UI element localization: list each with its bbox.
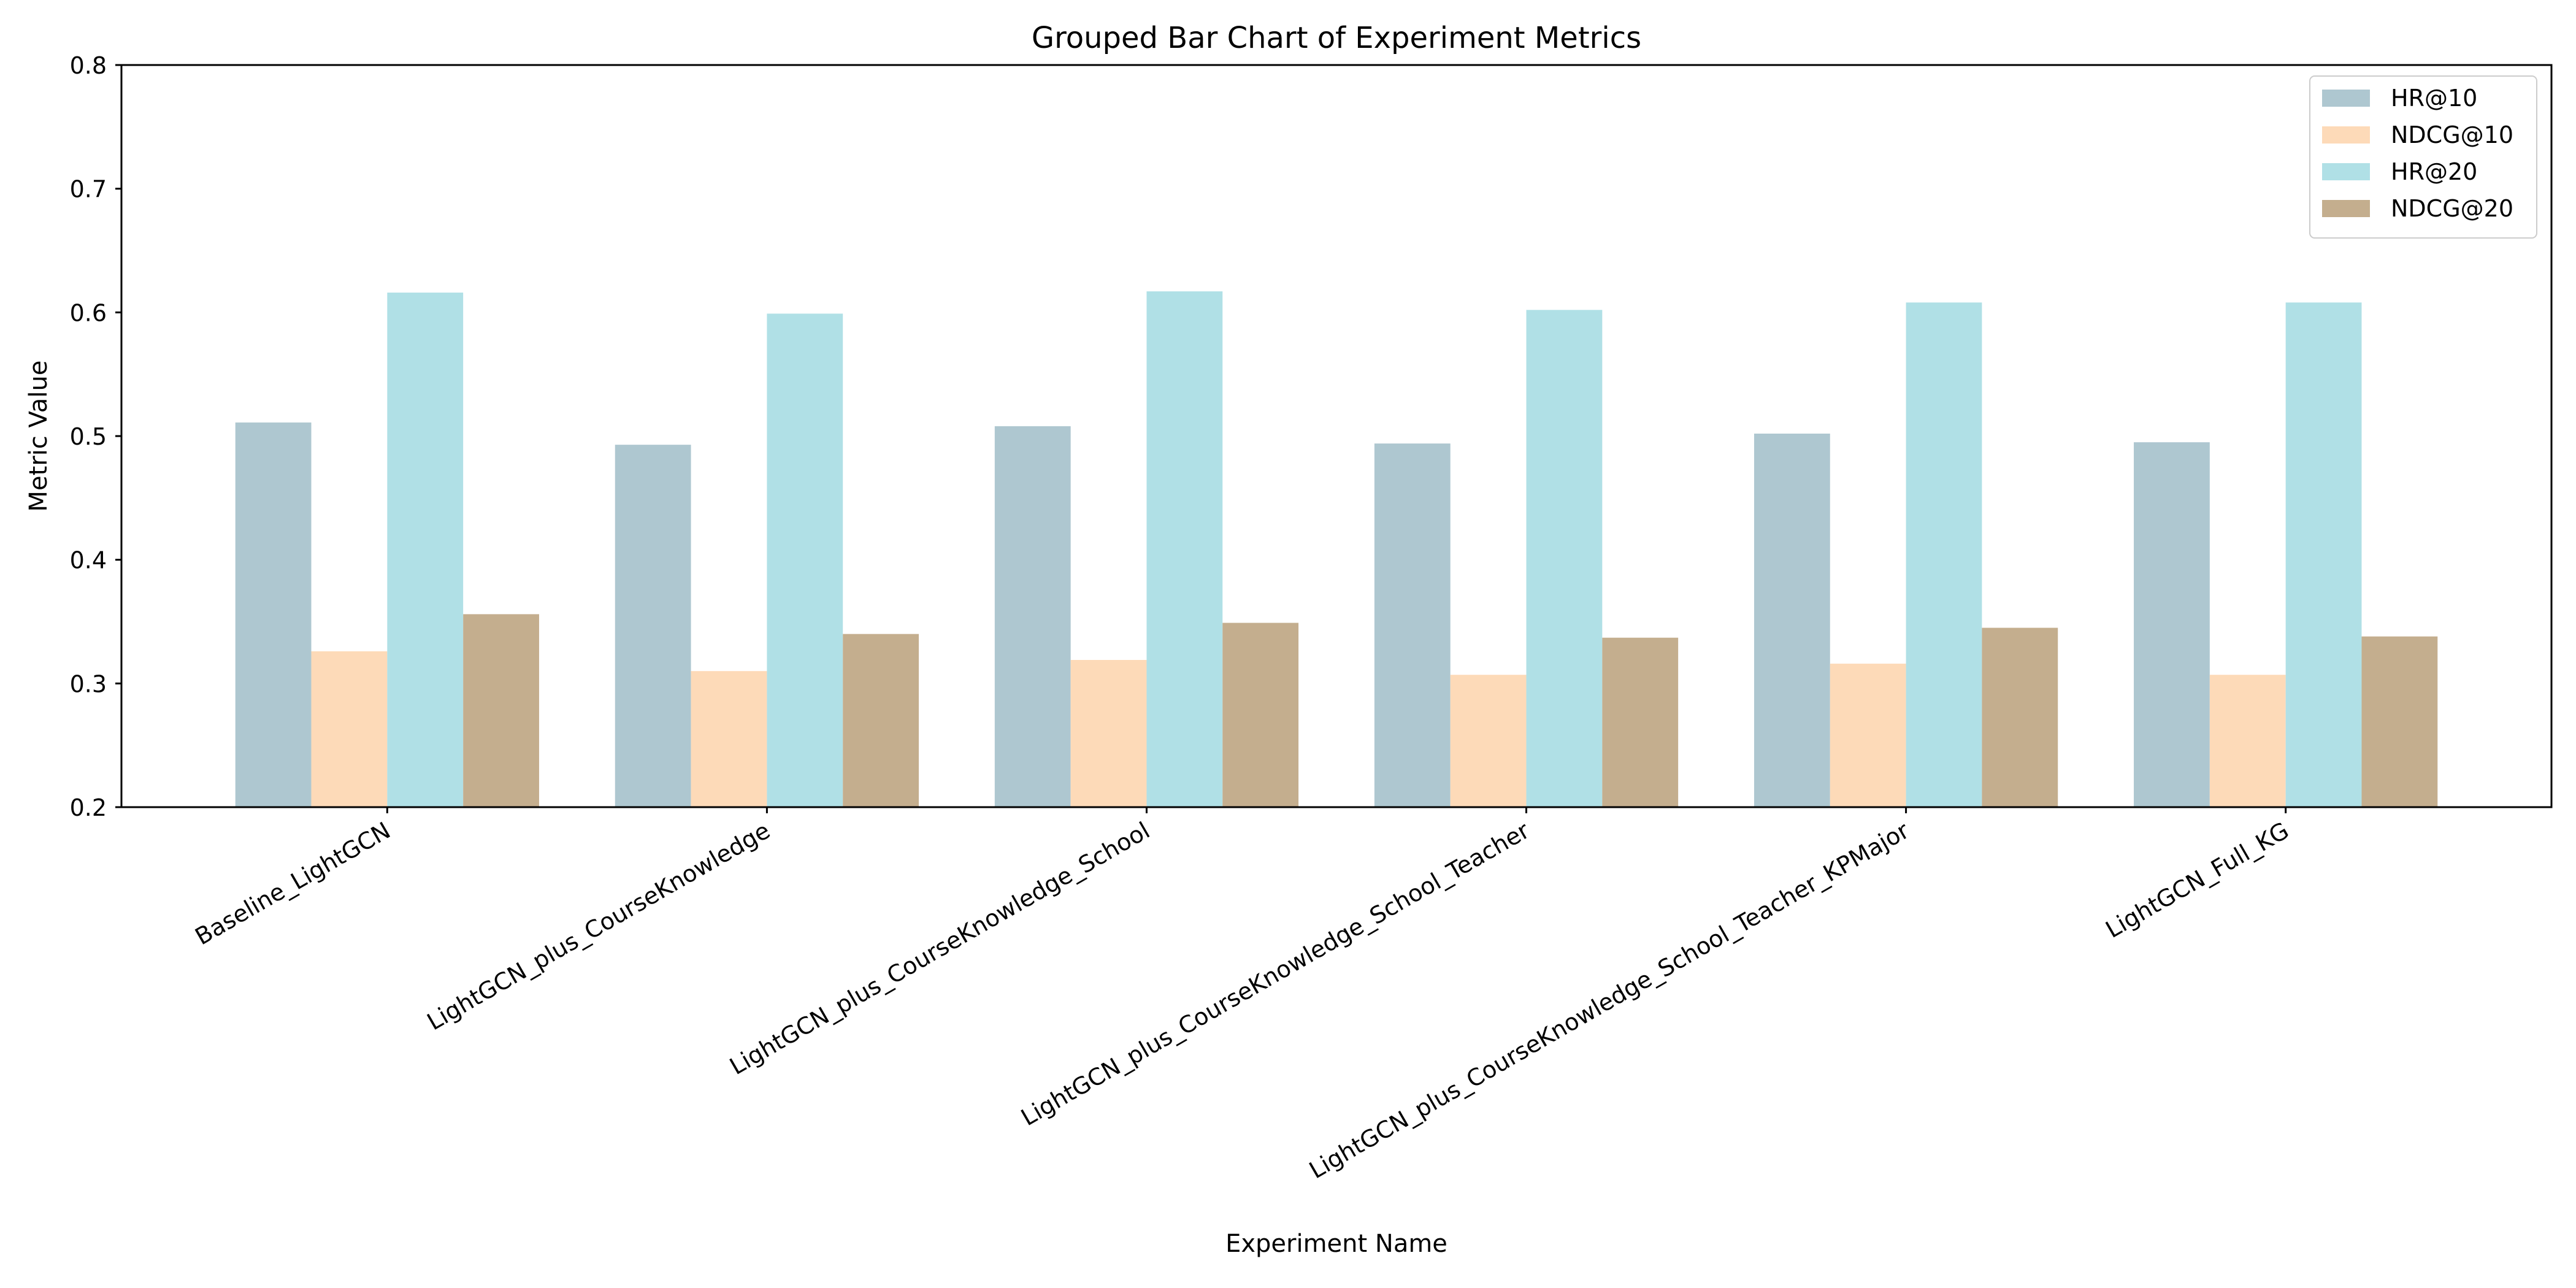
legend: HR@10 NDCG@10 HR@20 NDCG@20 — [2309, 75, 2537, 239]
bar-hr-20-4 — [1526, 310, 1603, 807]
y-tick-label: 0.8 — [70, 52, 107, 79]
bar-ndcg-20-2 — [843, 634, 919, 807]
bar-hr-10-4 — [1374, 443, 1451, 807]
y-tick-label: 0.6 — [70, 299, 107, 326]
legend-swatch — [2322, 90, 2370, 107]
x-axis-label: Experiment Name — [1225, 1230, 1447, 1258]
bar-hr-10-3 — [994, 426, 1071, 807]
chart-title: Grouped Bar Chart of Experiment Metrics — [1032, 21, 1641, 55]
bar-ndcg-20-5 — [1982, 627, 2058, 807]
bar-hr-10-6 — [2134, 442, 2210, 807]
legend-label: HR@20 — [2391, 158, 2477, 185]
legend-swatch — [2322, 126, 2370, 144]
bar-ndcg-10-3 — [1070, 660, 1147, 807]
legend-swatch — [2322, 163, 2370, 180]
bar-hr-10-2 — [615, 445, 691, 807]
x-tick-label: LightGCN_Full_KG — [2101, 817, 2293, 943]
legend-frame — [2309, 75, 2537, 239]
y-tick-label: 0.4 — [70, 547, 107, 574]
y-axis-label: Metric Value — [25, 361, 53, 512]
x-tick-label: Baseline_LightGCN — [191, 817, 395, 951]
x-tick-label: LightGCN_plus_CourseKnowledge_School — [725, 817, 1154, 1080]
legend-label: HR@10 — [2391, 85, 2477, 112]
y-tick-label: 0.5 — [70, 423, 107, 450]
legend-label: NDCG@10 — [2391, 121, 2513, 148]
bar-ndcg-10-4 — [1450, 675, 1527, 807]
bar-ndcg-10-2 — [691, 671, 767, 807]
bar-hr-20-6 — [2285, 302, 2362, 807]
y-tick-label: 0.2 — [70, 794, 107, 821]
bar-hr-20-3 — [1146, 291, 1223, 807]
bar-ndcg-20-6 — [2361, 636, 2438, 807]
bar-ndcg-20-3 — [1222, 623, 1299, 807]
bar-ndcg-20-1 — [463, 614, 539, 807]
x-tick-label: LightGCN_plus_CourseKnowledge — [423, 817, 775, 1036]
bar-hr-20-2 — [767, 313, 843, 808]
x-tick-label: LightGCN_plus_CourseKnowledge_School_Tea… — [1305, 817, 1914, 1184]
y-tick-label: 0.3 — [70, 670, 107, 697]
legend-label: NDCG@20 — [2391, 195, 2513, 222]
legend-swatch — [2322, 200, 2370, 217]
bars-layer — [235, 291, 2438, 808]
bar-hr-20-1 — [387, 293, 464, 807]
bar-hr-20-5 — [1906, 302, 1982, 807]
bar-ndcg-10-5 — [1830, 664, 1906, 807]
y-tick-label: 0.7 — [70, 176, 107, 203]
bar-hr-10-1 — [235, 422, 312, 807]
bar-ndcg-10-1 — [311, 651, 388, 807]
bar-ndcg-20-4 — [1602, 637, 1679, 807]
bar-ndcg-10-6 — [2209, 675, 2286, 807]
bar-hr-10-5 — [1754, 433, 1830, 807]
